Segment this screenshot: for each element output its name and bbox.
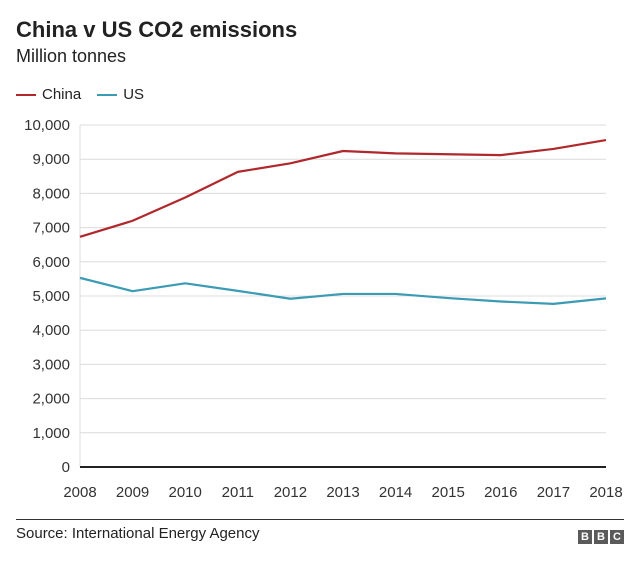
series-line-china — [79, 138, 607, 238]
x-tick-label: 2012 — [274, 484, 307, 501]
x-tick-label: 2011 — [222, 484, 254, 501]
x-tick-label: 2016 — [484, 484, 517, 501]
legend-item-us: US — [97, 86, 144, 103]
legend-swatch-china — [16, 93, 36, 96]
x-tick-label: 2008 — [63, 484, 96, 501]
y-tick-label: 3,000 — [32, 356, 70, 373]
y-tick-label: 0 — [62, 459, 70, 476]
y-tick-label: 6,000 — [32, 254, 70, 271]
x-tick-label: 2015 — [432, 484, 465, 501]
x-tick-label: 2009 — [116, 484, 149, 501]
y-tick-label: 9,000 — [32, 151, 70, 168]
legend-label-china: China — [42, 86, 82, 103]
source-note: Source: International Energy Agency — [16, 525, 260, 542]
footer-divider — [16, 519, 624, 520]
y-tick-label: 10,000 — [24, 117, 70, 134]
legend-label-us: US — [123, 86, 145, 103]
x-tick-label: 2013 — [326, 484, 359, 501]
y-tick-label: 7,000 — [32, 220, 70, 237]
series-line-us — [79, 276, 607, 305]
legend-swatch-us — [97, 93, 118, 96]
y-tick-label: 4,000 — [32, 322, 70, 339]
x-tick-label: 2017 — [537, 484, 570, 501]
chart-title: China v US CO2 emissions — [16, 17, 298, 42]
x-tick-label: 2014 — [379, 484, 412, 501]
y-tick-label: 5,000 — [32, 288, 70, 305]
legend: China US — [16, 86, 160, 103]
legend-item-china: China — [16, 86, 81, 103]
y-tick-label: 1,000 — [32, 425, 70, 442]
y-tick-label: 2,000 — [32, 391, 70, 408]
x-tick-label: 2018 — [589, 484, 622, 501]
x-tick-label: 2010 — [169, 484, 202, 501]
y-tick-label: 8,000 — [32, 185, 70, 202]
chart-subtitle: Million tonnes — [16, 46, 127, 66]
